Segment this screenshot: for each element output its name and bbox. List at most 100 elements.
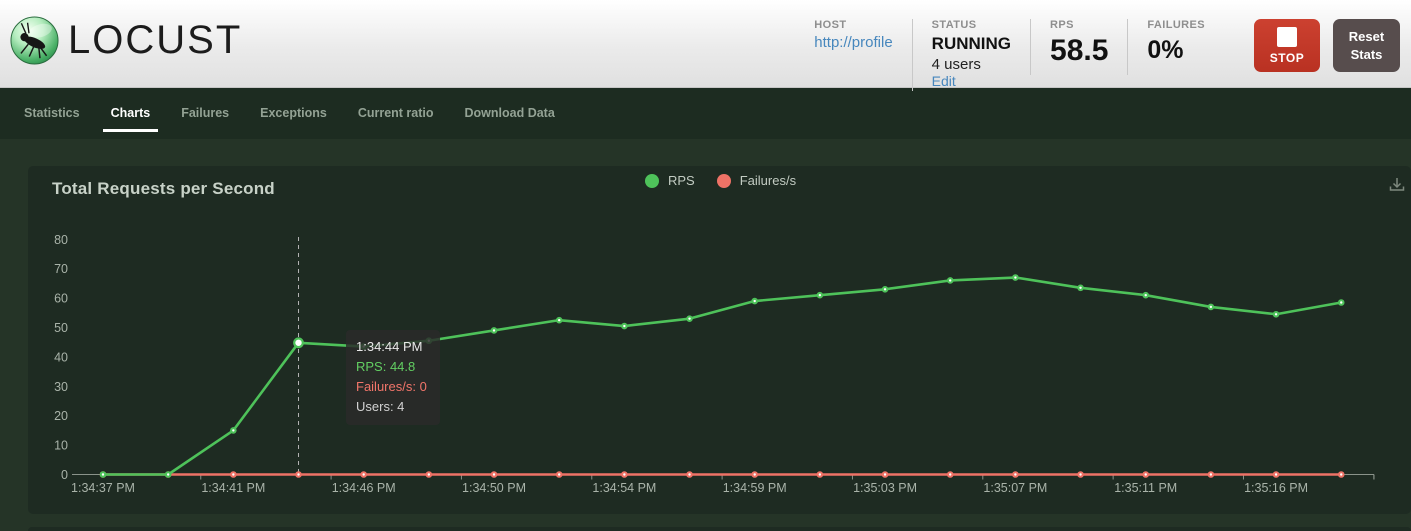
y-axis-tick-label: 60: [54, 292, 68, 306]
app-header: LOCUST HOST http://profile STATUS RUNNIN…: [0, 0, 1411, 91]
data-point-center: [688, 317, 691, 320]
header-buttons: STOP Reset Stats: [1254, 19, 1400, 72]
main-nav: Statistics Charts Failures Exceptions Curren…: [0, 88, 1411, 139]
rps-chart-canvas[interactable]: 0 10 20 30 40 50 60 70 80 1:34:37 PM 1:34:41 PM 1:3…: [28, 166, 1411, 514]
legend-label: RPS: [668, 173, 695, 188]
data-point-center: [818, 293, 822, 297]
stop-button-label: STOP: [1269, 50, 1305, 65]
reset-stats-button[interactable]: Reset Stats: [1333, 19, 1400, 72]
status-box: STATUS RUNNING 4 users Edit: [911, 19, 1030, 91]
host-link[interactable]: http://profile: [814, 34, 893, 51]
rps-value: 58.5: [1050, 34, 1109, 67]
y-axis-tick-label: 0: [61, 468, 68, 482]
tab-current-ratio[interactable]: Current ratio: [357, 106, 434, 120]
x-axis-tick-label: 1:34:54 PM: [592, 481, 656, 495]
charts-page: Total Requests per Second RPS Failures/s …: [0, 139, 1411, 531]
data-point-center: [883, 288, 887, 291]
data-point-center: [492, 473, 496, 476]
rps-label: RPS: [1050, 19, 1074, 31]
x-axis-tick-label: 1:35:16 PM: [1244, 481, 1308, 495]
y-axis-tick-label: 20: [54, 409, 68, 423]
legend-item-failures-s[interactable]: Failures/s: [716, 173, 797, 188]
data-point-center: [1144, 473, 1147, 476]
data-point-center: [232, 429, 235, 432]
host-box: HOST http://profile: [795, 19, 911, 75]
data-point-center: [1209, 305, 1213, 309]
data-point-center: [818, 473, 822, 476]
header-info-bar: HOST http://profile STATUS RUNNING 4 use…: [795, 0, 1400, 91]
data-point-center: [1079, 473, 1082, 476]
chart-title: Total Requests per Second: [52, 179, 275, 198]
data-point-center: [753, 299, 756, 303]
x-axis-tick-label: 1:34:41 PM: [201, 481, 265, 495]
data-point-center: [1014, 276, 1017, 279]
x-axis-tick-label: 1:35:07 PM: [983, 481, 1047, 495]
data-point-center: [232, 473, 235, 476]
locust-logo-icon: [10, 16, 59, 65]
tab-statistics[interactable]: Statistics: [24, 106, 80, 120]
x-axis-tick-label: 1:35:03 PM: [853, 481, 917, 495]
y-axis-tick-label: 40: [54, 350, 68, 364]
data-point-center: [427, 339, 431, 342]
y-axis-tick-label: 10: [54, 439, 68, 453]
data-point-center: [362, 345, 365, 348]
data-point-center: [557, 318, 561, 322]
data-point-center: [492, 329, 496, 332]
data-point-center: [949, 473, 952, 476]
edit-users-link[interactable]: Edit: [931, 73, 956, 89]
tab-exceptions[interactable]: Exceptions: [260, 106, 327, 120]
data-point-center: [1274, 473, 1278, 476]
data-point-center: [362, 473, 365, 476]
data-point-center: [557, 473, 561, 476]
chart-legend: RPS Failures/s: [645, 173, 818, 188]
data-point-center: [101, 473, 105, 476]
data-point-center: [1144, 293, 1147, 297]
x-axis-tick-label: 1:34:37 PM: [71, 481, 135, 495]
y-axis-tick-label: 50: [54, 321, 68, 335]
status-value: RUNNING: [931, 34, 1012, 53]
data-point-center: [1340, 473, 1343, 476]
failures-box: FAILURES 0%: [1127, 19, 1224, 75]
x-axis-tick-label: 1:34:46 PM: [332, 481, 396, 495]
x-axis-tick-label: 1:34:59 PM: [723, 481, 787, 495]
tab-charts[interactable]: Charts: [102, 88, 159, 139]
data-point-center: [297, 473, 300, 476]
failures-value: 0%: [1147, 36, 1184, 64]
data-point-center: [949, 279, 952, 282]
y-axis-tick-label: 80: [54, 233, 68, 247]
next-chart-panel-edge: [28, 527, 1411, 531]
legend-item-rps[interactable]: RPS: [645, 173, 695, 188]
data-point-center: [166, 473, 170, 476]
data-point-center: [1209, 473, 1213, 476]
data-point-center: [1079, 286, 1082, 290]
series-line: [103, 276, 1342, 476]
legend-dot: [645, 173, 659, 188]
hovered-data-point: [293, 337, 304, 349]
data-point-center: [623, 324, 626, 328]
data-point-center: [1014, 473, 1017, 476]
tab-download-data[interactable]: Download Data: [464, 106, 555, 120]
download-chart-icon[interactable]: [1387, 175, 1407, 195]
locust-logo: LOCUST: [10, 16, 242, 65]
stop-button[interactable]: STOP: [1254, 19, 1320, 72]
y-axis-labels: 0 10 20 30 40 50 60 70 80: [54, 233, 68, 482]
y-axis-tick-label: 70: [54, 262, 68, 276]
host-label: HOST: [814, 19, 847, 31]
data-point-center: [753, 473, 756, 476]
data-point-center: [1274, 313, 1278, 316]
rps-chart-panel: Total Requests per Second RPS Failures/s …: [28, 166, 1411, 514]
legend-label: Failures/s: [739, 173, 797, 188]
y-axis-tick-label: 30: [54, 380, 68, 394]
failures-label: FAILURES: [1147, 19, 1205, 31]
tab-failures[interactable]: Failures: [181, 106, 230, 120]
status-label: STATUS: [931, 19, 977, 31]
legend-dot: [716, 173, 731, 188]
status-user-count: 4 users: [931, 56, 981, 73]
stop-icon: [1277, 26, 1297, 47]
app-title: LOCUST: [68, 18, 243, 62]
x-axis-tick-label: 1:35:11 PM: [1114, 481, 1177, 495]
data-point-center: [427, 473, 431, 476]
series-rps: [99, 274, 1345, 478]
data-point-center: [688, 473, 691, 476]
x-axis-tick-label: 1:34:50 PM: [462, 481, 526, 495]
